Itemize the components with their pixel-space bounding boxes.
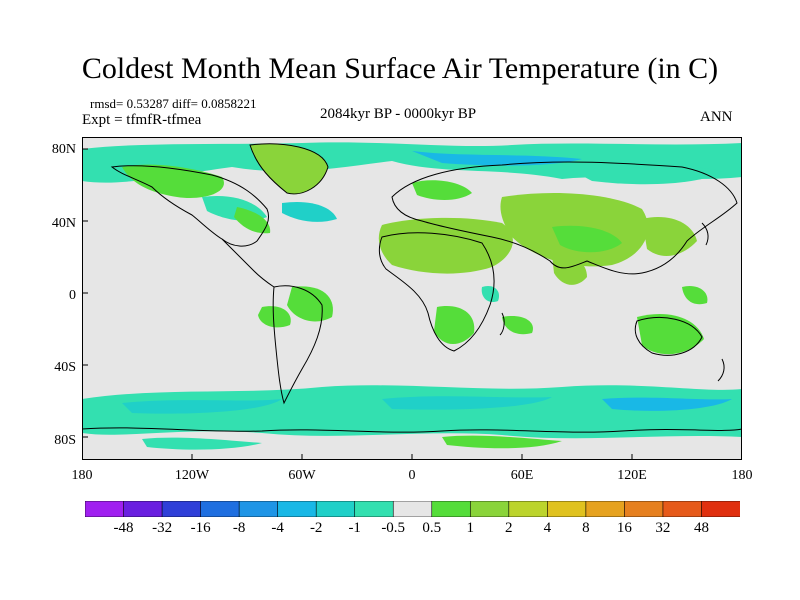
colorbar [85, 501, 740, 517]
coast-north-america [110, 165, 270, 247]
colorbar-label: -4 [271, 520, 284, 536]
coast-new-zealand [717, 358, 725, 382]
southern-ocean-cool-strong-3 [602, 397, 732, 411]
nw-atlantic-cool [282, 201, 337, 222]
lat-label-80n: 80N [51, 142, 76, 157]
season-label: ANN [700, 109, 733, 125]
colorbar-label: -32 [152, 520, 173, 536]
experiment-label: Expt = tfmfR-tfmea [82, 112, 202, 128]
map-title: Coldest Month Mean Surface Air Temperatu… [81, 52, 719, 85]
indian-ocean-warm [502, 315, 533, 335]
colorbar-swatch [547, 501, 587, 517]
coast-africa [378, 232, 495, 352]
colorbar-label: 48 [694, 520, 709, 536]
colorbar-swatch [200, 501, 240, 517]
colorbar-swatch [238, 501, 279, 517]
colorbar-swatch [585, 501, 626, 517]
colorbar-swatch [701, 501, 740, 517]
coast-greenland [249, 143, 329, 195]
colorbar-swatch [123, 501, 163, 517]
colorbar-swatch [469, 501, 510, 517]
coast-south-america [272, 285, 323, 405]
anomaly-fields [82, 142, 742, 450]
colorbar-swatch [431, 501, 471, 517]
lon-label-0: 0 [408, 468, 416, 483]
lon-label-60w: 60W [288, 468, 316, 483]
australia-warm [637, 313, 704, 355]
east-africa-cool [481, 285, 500, 303]
colorbar-swatch [277, 501, 317, 517]
southern-ocean-cool-strong-2 [382, 396, 552, 410]
lon-label-180w: 180 [71, 468, 93, 483]
coast-madagascar [499, 312, 505, 336]
colorbar-label: -0.5 [381, 520, 406, 536]
world-map [82, 137, 742, 460]
coast-europe-asia [391, 161, 738, 275]
colorbar-swatch [315, 501, 356, 517]
colorbar-label: -1 [348, 520, 361, 536]
west-pacific-warm [682, 285, 708, 305]
colorbar-label: 4 [543, 520, 552, 536]
lon-label-180e: 180 [731, 468, 753, 483]
lat-label-40n: 40N [51, 216, 76, 231]
antarctica-warm [442, 435, 562, 449]
colorbar-swatch [508, 501, 548, 517]
colorbar-label: 1 [466, 520, 475, 536]
colorbar-swatch [624, 501, 664, 517]
coastlines [82, 143, 742, 433]
greenland-warm [250, 143, 328, 194]
coast-japan [701, 222, 709, 246]
southern-ocean-cool-strong [122, 399, 282, 414]
africa-middle-east-warm [378, 217, 513, 274]
colorbar-label: -16 [190, 520, 211, 536]
colorbar-label: 0.5 [422, 520, 442, 536]
period-label: 2084kyr BP - 0000kyr BP [320, 106, 477, 122]
lat-label-40s: 40S [54, 360, 76, 375]
colorbar-label: -2 [309, 520, 323, 536]
colorbar-label: 32 [655, 520, 671, 536]
colorbar-label: -8 [232, 520, 246, 536]
lon-label-120w: 120W [174, 468, 210, 483]
colorbar-swatch [354, 501, 394, 517]
lat-label-0: 0 [69, 288, 76, 303]
colorbar-swatch [392, 501, 433, 517]
lon-label-60e: 60E [510, 468, 534, 483]
india-warm [552, 254, 587, 285]
colorbar-swatch [85, 501, 125, 517]
east-pacific-warm [258, 306, 291, 328]
tibet-warm-light [552, 225, 622, 253]
coast-australia [634, 317, 703, 356]
colorbar-swatch [662, 501, 703, 517]
south-atlantic-warm [287, 286, 333, 322]
colorbar-swatch [161, 501, 202, 517]
map-ticks [82, 148, 633, 460]
lon-label-120e: 120E [617, 468, 647, 483]
north-america-east-warm [234, 207, 271, 234]
coast-central-america [221, 238, 275, 288]
south-africa-warm [434, 306, 475, 345]
colorbar-label: -48 [113, 520, 134, 536]
north-america-warm [122, 164, 224, 199]
colorbar-label: 2 [505, 520, 513, 536]
colorbar-label: 16 [616, 520, 632, 536]
colorbar-label: 8 [582, 520, 590, 536]
europe-warm [412, 180, 472, 200]
lat-label-80s: 80S [54, 433, 76, 448]
arctic-cool-strong [412, 151, 582, 166]
antarctica-cool [142, 437, 262, 450]
southern-ocean-cool-band [82, 385, 742, 439]
coast-antarctica [82, 427, 742, 433]
stats-label: rmsd= 0.53287 diff= 0.0858221 [90, 96, 257, 111]
